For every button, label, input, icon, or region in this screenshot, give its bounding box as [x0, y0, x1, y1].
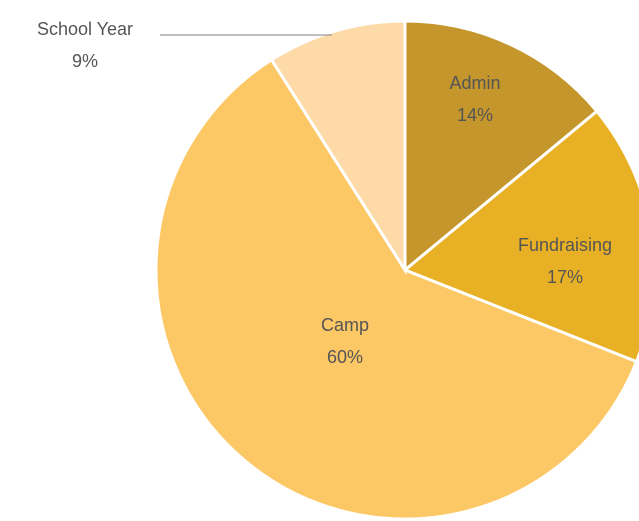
slice-value-label: 17% — [547, 267, 583, 287]
slice-label: Admin — [449, 73, 500, 93]
slice-value-label: 9% — [72, 51, 98, 71]
slice-label: Camp — [321, 315, 369, 335]
pie-slice — [403, 19, 599, 274]
slice-label: School Year — [37, 19, 133, 39]
slice-value-label: 60% — [327, 347, 363, 367]
slice-value-label: 14% — [457, 105, 493, 125]
slice-label: Fundraising — [518, 235, 612, 255]
pie-slice — [402, 109, 639, 364]
pie-slice — [269, 19, 407, 276]
pie-slice — [154, 57, 639, 521]
